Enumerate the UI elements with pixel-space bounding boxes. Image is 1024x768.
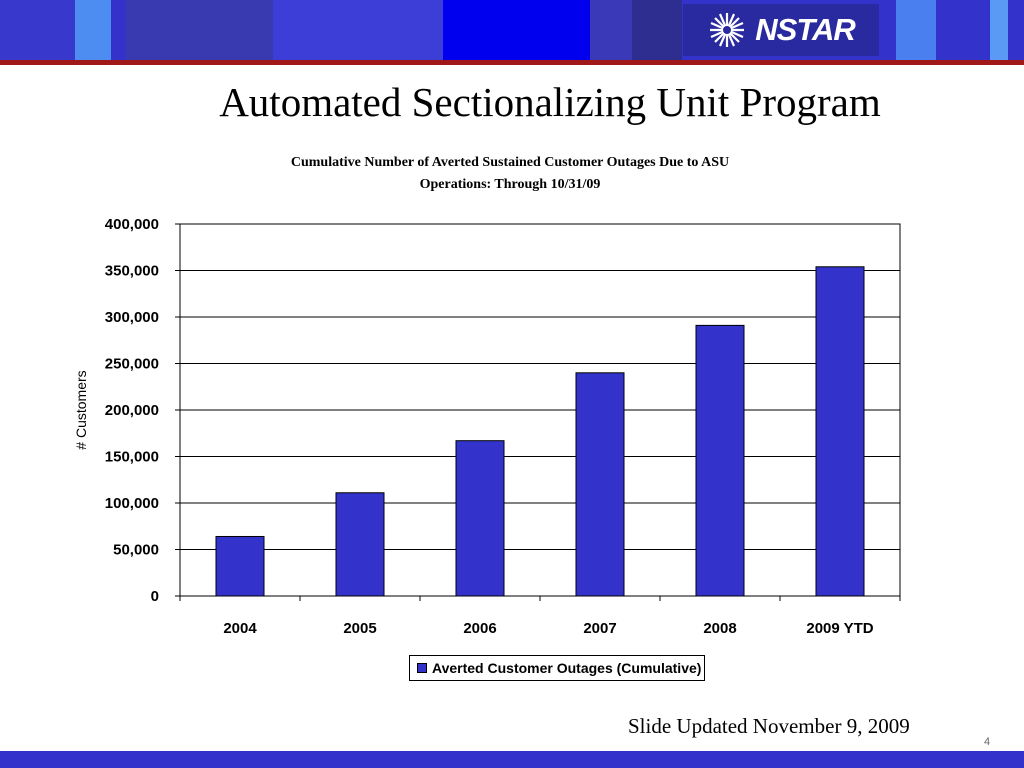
- header-stripe: [443, 0, 590, 60]
- x-tick-label: 2008: [703, 620, 736, 637]
- nstar-logo: NSTAR: [683, 4, 879, 56]
- y-tick-label: 350,000: [105, 263, 159, 280]
- header-stripe: [75, 0, 111, 60]
- y-tick-label: 0: [151, 588, 159, 605]
- starburst-icon: [710, 13, 745, 47]
- y-tick-label: 150,000: [105, 449, 159, 466]
- bar-2004: [215, 535, 265, 597]
- legend-swatch: [417, 663, 427, 673]
- y-axis-label: # Customers: [73, 370, 89, 449]
- logo-text: NSTAR: [755, 12, 855, 47]
- header-accent-line: [0, 60, 1024, 65]
- bar-2006: [455, 440, 505, 597]
- gridlines: [180, 270, 900, 550]
- chart-title: Cumulative Number of Averted Sustained C…: [180, 152, 840, 196]
- header-stripe: [126, 0, 273, 60]
- x-tick-label: 2007: [583, 620, 616, 637]
- page-number: 4: [984, 736, 991, 748]
- x-tick-label: 2005: [343, 620, 376, 637]
- y-tick-label: 300,000: [105, 309, 159, 326]
- bars: [215, 266, 865, 597]
- x-axis-ticks: 2004 2005 2006 2007 2008 2009 YTD: [179, 596, 901, 637]
- x-tick-label: 2006: [463, 620, 496, 637]
- chart-legend: Averted Customer Outages (Cumulative): [409, 655, 705, 681]
- y-tick-label: 250,000: [105, 356, 159, 373]
- y-tick-label: 200,000: [105, 402, 159, 419]
- header-stripe: [632, 0, 682, 60]
- slide-title: Automated Sectionalizing Unit Program: [219, 79, 881, 125]
- y-tick-label: 400,000: [105, 216, 159, 233]
- y-axis-ticks: 0 50,000 100,000 150,000 200,000 250,000 300,0…: [105, 216, 180, 605]
- footer-bar: [0, 751, 1024, 768]
- footer-note: Slide Updated November 9, 2009: [628, 714, 910, 738]
- chart-title-line-2: Operations: Through 10/31/09: [419, 177, 601, 192]
- x-tick-label: 2009 YTD: [806, 620, 873, 637]
- bar-chart: 0 50,000 100,000 150,000 200,000 250,000 300,0…: [73, 216, 901, 637]
- header-stripe: [0, 0, 75, 60]
- legend-label: Averted Customer Outages (Cumulative): [432, 660, 702, 676]
- header-stripe: [590, 0, 632, 60]
- y-tick-label: 50,000: [113, 542, 159, 559]
- bar-2007: [575, 372, 625, 597]
- bar-2009-ytd: [815, 266, 865, 597]
- x-tick-label: 2004: [223, 620, 257, 637]
- bar-2008: [695, 324, 745, 597]
- header-stripe: [990, 0, 1008, 60]
- chart-title-line-1: Cumulative Number of Averted Sustained C…: [290, 155, 730, 170]
- bar-2005: [335, 492, 385, 597]
- header-stripe: [273, 0, 443, 60]
- header-stripe: [896, 0, 936, 60]
- y-tick-label: 100,000: [105, 495, 159, 512]
